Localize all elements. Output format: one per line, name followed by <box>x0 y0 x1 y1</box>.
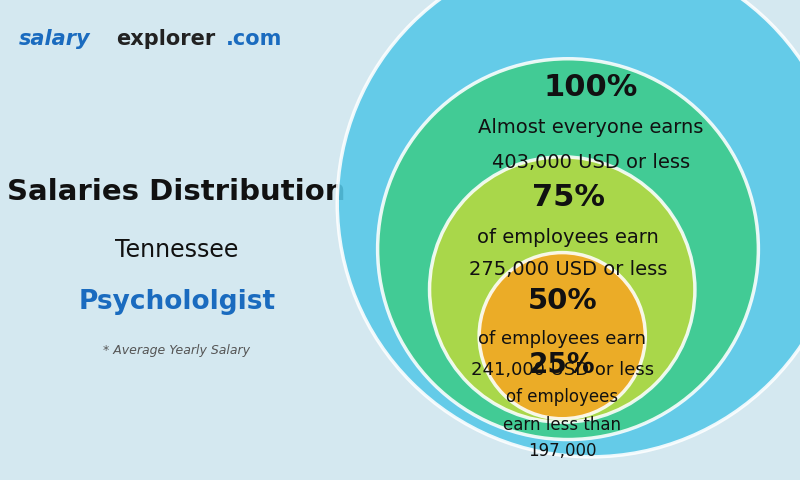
Text: of employees earn: of employees earn <box>478 330 646 348</box>
Circle shape <box>378 59 758 440</box>
Text: 403,000 USD or less: 403,000 USD or less <box>492 153 690 172</box>
Text: 241,000 USD or less: 241,000 USD or less <box>470 361 654 379</box>
Text: .com: .com <box>226 29 282 49</box>
Text: Almost everyone earns: Almost everyone earns <box>478 119 704 137</box>
Text: Tennessee: Tennessee <box>115 238 238 262</box>
Text: 25%: 25% <box>529 350 595 379</box>
Text: 275,000 USD or less: 275,000 USD or less <box>469 261 667 279</box>
Circle shape <box>338 0 800 457</box>
Text: earn less than: earn less than <box>503 416 622 433</box>
Circle shape <box>430 157 695 422</box>
Text: 75%: 75% <box>531 183 605 212</box>
Text: of employees earn: of employees earn <box>477 228 659 247</box>
Text: * Average Yearly Salary: * Average Yearly Salary <box>103 344 250 357</box>
Text: Psychololgist: Psychololgist <box>78 289 275 315</box>
Text: salary: salary <box>19 29 90 49</box>
Text: 100%: 100% <box>544 73 638 102</box>
Circle shape <box>479 252 646 419</box>
Text: of employees: of employees <box>506 388 618 406</box>
Text: 197,000: 197,000 <box>528 442 597 460</box>
Text: Salaries Distribution: Salaries Distribution <box>7 178 346 206</box>
Text: explorer: explorer <box>117 29 216 49</box>
Text: 50%: 50% <box>527 287 597 315</box>
